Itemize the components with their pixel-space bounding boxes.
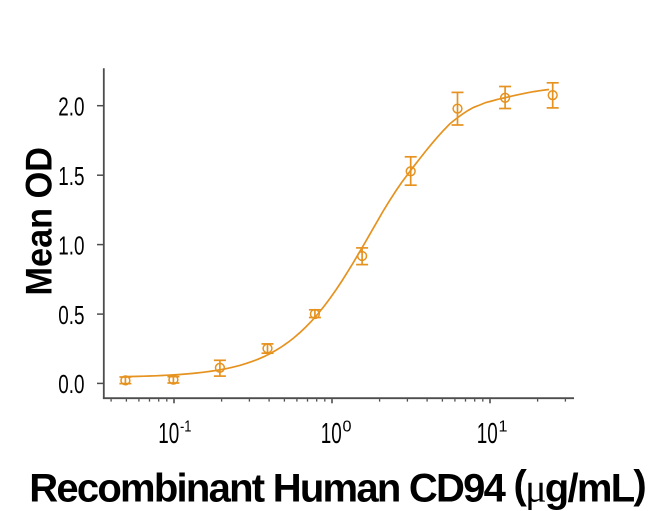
svg-text:1.5: 1.5	[58, 161, 84, 191]
svg-text:0.5: 0.5	[58, 300, 84, 330]
svg-text:1: 1	[499, 419, 508, 436]
svg-text:-1: -1	[180, 419, 192, 436]
svg-text:Mean OD: Mean OD	[19, 147, 60, 296]
svg-text:0: 0	[343, 419, 352, 436]
svg-text:10: 10	[477, 418, 498, 450]
svg-text:1.0: 1.0	[58, 230, 84, 260]
svg-text:10: 10	[321, 418, 342, 450]
svg-text:Recombinant Human CD94 (μg/mL): Recombinant Human CD94 (μg/mL)	[29, 463, 647, 511]
svg-text:0.0: 0.0	[58, 369, 84, 399]
svg-text:10: 10	[158, 418, 179, 450]
svg-text:2.0: 2.0	[58, 92, 84, 122]
